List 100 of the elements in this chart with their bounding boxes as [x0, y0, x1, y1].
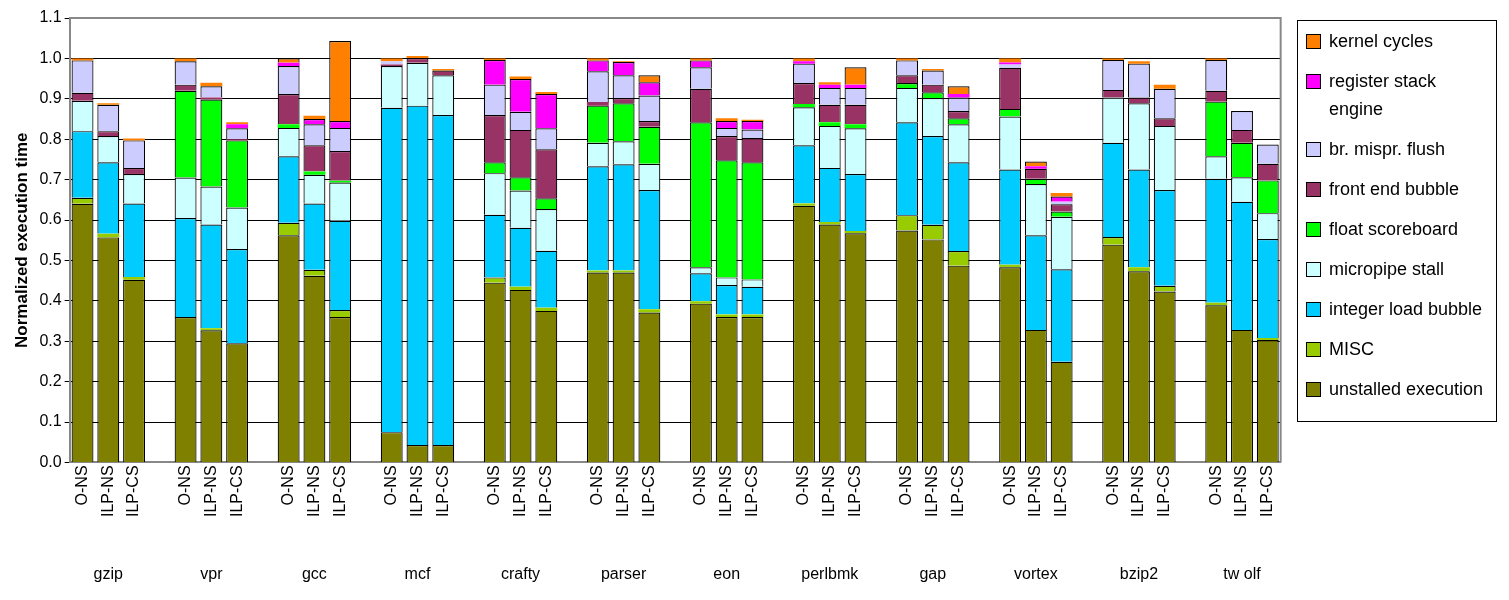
x-tick-label: ILP-CS: [845, 465, 863, 518]
bar: [535, 91, 558, 94]
bar: [1153, 84, 1176, 89]
y-tick-label: 0.2: [39, 372, 62, 390]
legend-label: float scoreboard: [1329, 218, 1459, 241]
bar: [1050, 192, 1073, 197]
y-tick-label: 0.9: [39, 89, 62, 107]
bar: [844, 124, 867, 129]
legend-label: kernel cycles: [1329, 30, 1434, 53]
y-tick-label: 0.0: [39, 452, 62, 470]
bar: [200, 97, 223, 100]
text: mcf: [404, 564, 431, 582]
x-tick-label: ILP-CS: [742, 465, 760, 518]
x-tick-label: ILP-CS: [124, 465, 142, 518]
x-tick-label: ILP-NS: [614, 465, 632, 518]
x-tick-label: ILP-NS: [717, 465, 735, 518]
bar: [123, 276, 146, 280]
x-tick-label: ILP-CS: [1155, 465, 1173, 518]
x-tick-label: O-NS: [691, 465, 709, 506]
bar: [999, 58, 1022, 63]
x-tick-label: O-NS: [794, 465, 812, 506]
bar: [689, 301, 712, 304]
bar: [947, 93, 970, 98]
text: gcc: [301, 564, 327, 582]
x-tick-label: ILP-CS: [227, 465, 245, 518]
bar: [793, 104, 815, 108]
y-tick-label: 0.7: [39, 170, 62, 188]
bar: [303, 171, 326, 175]
bar: [1024, 166, 1047, 169]
text: eon: [713, 564, 741, 582]
y-axis-title: Normalized execution time: [11, 132, 31, 348]
bar: [818, 122, 841, 126]
bar: [277, 124, 300, 128]
x-tick-label: ILP-NS: [407, 465, 425, 518]
x-tick-label: O-NS: [1103, 465, 1121, 506]
bar: [793, 203, 815, 206]
y-tick-label: 1.1: [39, 8, 62, 26]
x-tick-label: ILP-NS: [820, 465, 838, 518]
bar: [1256, 337, 1279, 341]
bar: [586, 58, 609, 61]
x-tick-label: ILP-CS: [330, 465, 348, 518]
bar: [226, 124, 249, 129]
text: vortex: [1014, 564, 1058, 582]
legend-label: unstalled execution: [1329, 378, 1484, 401]
x-tick-label: ILP-NS: [510, 465, 528, 518]
bar: [535, 307, 558, 311]
bar: [509, 286, 532, 290]
x-tick-label: O-NS: [176, 465, 193, 506]
text: bzip2: [1119, 564, 1159, 582]
y-tick-label: 0.6: [39, 210, 62, 228]
bar: [638, 309, 661, 313]
x-tick-label: O-NS: [485, 465, 503, 506]
x-tick-label: ILP-CS: [536, 465, 554, 518]
y-tick-label: 0.4: [39, 291, 62, 309]
text: gap: [919, 564, 947, 582]
x-tick-label: O-NS: [588, 465, 606, 506]
legend-label: br. mispr. flush: [1329, 138, 1446, 161]
text: tw olf: [1223, 564, 1262, 582]
x-tick-label: O-NS: [279, 465, 297, 506]
bar: [896, 58, 918, 61]
text: perlbmk: [801, 564, 860, 582]
bar: [715, 118, 738, 122]
x-tick-label: ILP-NS: [1129, 465, 1147, 518]
bar: [200, 328, 223, 331]
x-tick-label: ILP-NS: [1232, 465, 1250, 518]
legend-label: MISC: [1329, 338, 1374, 361]
legend-label: front end bubble: [1329, 178, 1460, 201]
x-tick-label: ILP-NS: [201, 465, 219, 518]
x-tick-label: ILP-NS: [98, 465, 116, 518]
x-tick-label: ILP-CS: [948, 465, 966, 518]
bar: [71, 58, 94, 61]
text: vpr: [200, 564, 224, 582]
x-tick-label: ILP-NS: [1026, 465, 1044, 518]
y-tick-label: 0.5: [39, 250, 62, 268]
bar: [303, 115, 326, 120]
bar: [277, 62, 300, 67]
bar: [612, 270, 635, 273]
y-tick-label: 1.0: [39, 48, 62, 66]
text: parser: [600, 564, 647, 582]
y-tick-label: 0.3: [39, 331, 62, 349]
y-tick-label: 0.8: [39, 129, 62, 147]
bar: [174, 58, 197, 62]
text: crafty: [500, 564, 541, 582]
bar: [586, 102, 609, 106]
bar: [406, 55, 429, 58]
legend-label: micropipe stall: [1329, 258, 1445, 281]
text: gzip: [93, 564, 124, 582]
x-tick-label: ILP-CS: [639, 465, 657, 518]
bar: [689, 58, 712, 61]
legend-label: register stack engine: [1329, 70, 1438, 121]
legend-label: integer load bubble: [1329, 298, 1483, 321]
x-tick-label: ILP-CS: [1052, 465, 1070, 518]
bar: [1128, 61, 1150, 64]
bar: [1128, 267, 1150, 272]
x-tick-label: O-NS: [72, 465, 90, 506]
y-tick-label: 0.1: [39, 412, 62, 430]
x-tick-label: ILP-CS: [1258, 465, 1276, 518]
x-tick-label: O-NS: [1000, 465, 1018, 506]
x-tick-label: O-NS: [897, 465, 915, 506]
bar: [226, 122, 249, 125]
